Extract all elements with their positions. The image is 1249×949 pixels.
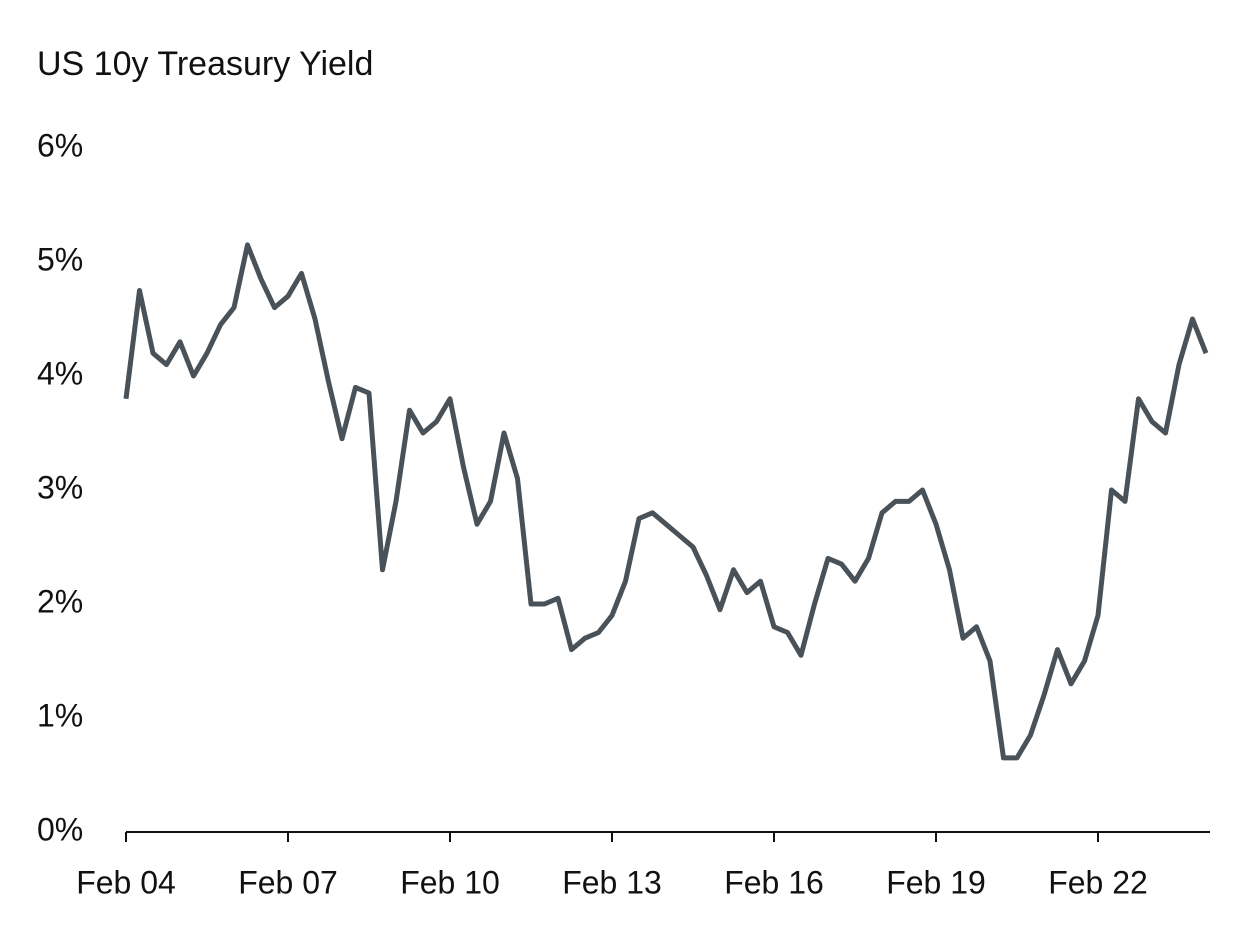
x-tick-label: Feb 10 <box>400 864 500 900</box>
y-tick-label: 6% <box>37 127 83 163</box>
y-tick-label: 1% <box>37 697 83 733</box>
y-tick-label: 5% <box>37 241 83 277</box>
y-tick-label: 0% <box>37 811 83 847</box>
y-tick-label: 2% <box>37 583 83 619</box>
x-tick-label: Feb 04 <box>76 864 176 900</box>
x-tick-label: Feb 22 <box>1048 864 1148 900</box>
x-tick-label: Feb 07 <box>238 864 338 900</box>
y-tick-label: 3% <box>37 469 83 505</box>
line <box>123 242 1209 761</box>
y-tick-label: 4% <box>37 355 83 391</box>
chart-title: US 10y Treasury Yield <box>37 45 373 83</box>
x-tick-label: Feb 16 <box>724 864 824 900</box>
x-tick-label: Feb 19 <box>886 864 986 900</box>
x-tick-label: Feb 13 <box>562 864 662 900</box>
